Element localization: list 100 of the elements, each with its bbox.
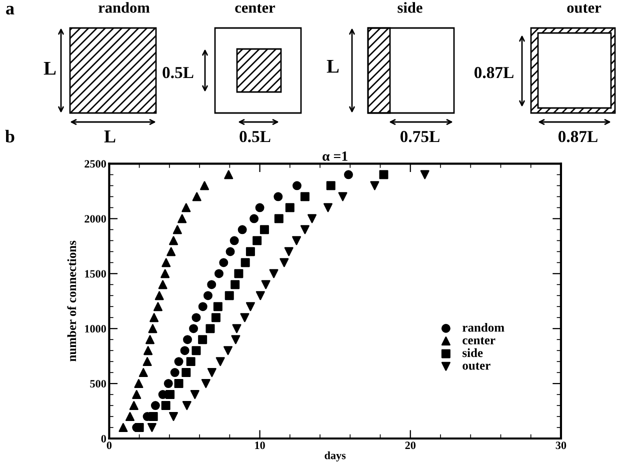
point xyxy=(161,401,170,410)
point xyxy=(182,401,192,410)
point xyxy=(164,379,173,388)
text: L xyxy=(326,60,339,73)
point xyxy=(154,291,164,300)
point xyxy=(186,357,196,366)
x-tick-label: 20 xyxy=(405,442,416,450)
point xyxy=(166,390,175,400)
point xyxy=(256,291,265,300)
point xyxy=(224,291,234,300)
text: 0.87L xyxy=(558,130,598,142)
text: b xyxy=(5,130,14,143)
point xyxy=(147,423,156,432)
point xyxy=(169,236,178,246)
point xyxy=(192,346,201,356)
point xyxy=(198,335,208,344)
point xyxy=(280,258,289,268)
legend-label: random xyxy=(462,322,504,332)
point xyxy=(203,291,212,300)
point xyxy=(178,214,187,224)
point xyxy=(180,346,190,356)
point xyxy=(172,225,182,234)
point xyxy=(207,368,216,378)
point xyxy=(338,192,348,202)
point xyxy=(240,313,250,322)
x-tick-label: 30 xyxy=(556,442,566,450)
point xyxy=(232,324,242,334)
text: outer xyxy=(567,4,602,13)
point xyxy=(274,214,284,224)
point xyxy=(260,225,269,234)
point xyxy=(238,225,247,234)
point xyxy=(324,203,333,212)
point xyxy=(192,192,202,202)
point xyxy=(370,181,380,190)
point xyxy=(158,280,168,290)
point xyxy=(344,170,353,180)
point xyxy=(326,181,336,190)
text: random xyxy=(98,2,150,13)
point xyxy=(207,280,216,290)
point xyxy=(153,302,162,312)
y-tick-label: 2500 xyxy=(84,160,106,168)
point xyxy=(269,269,278,278)
point xyxy=(224,170,234,180)
legend-label: outer xyxy=(462,362,490,370)
point xyxy=(216,357,225,366)
x-axis-title: days xyxy=(324,451,346,462)
point xyxy=(206,324,215,334)
text: 0.75L xyxy=(400,130,440,142)
point xyxy=(166,247,176,256)
point xyxy=(379,170,388,180)
point xyxy=(189,324,198,334)
point xyxy=(150,401,160,410)
point xyxy=(261,280,270,290)
point xyxy=(292,236,302,246)
point xyxy=(300,192,310,202)
y-tick-label: 2000 xyxy=(84,215,106,223)
text: 0.87L xyxy=(474,66,514,78)
point xyxy=(132,390,142,400)
point xyxy=(246,302,255,312)
point xyxy=(213,302,222,312)
point xyxy=(182,368,191,378)
point xyxy=(201,379,210,388)
point xyxy=(231,335,240,344)
point xyxy=(138,368,148,378)
point xyxy=(129,401,138,410)
point xyxy=(224,346,233,356)
point xyxy=(219,258,228,268)
point xyxy=(234,269,244,278)
text: a xyxy=(6,6,14,15)
point xyxy=(246,247,255,256)
point xyxy=(182,203,191,212)
point xyxy=(162,258,171,268)
x-tick-label: 0 xyxy=(106,442,112,450)
text: 0.5L xyxy=(240,130,270,142)
point xyxy=(144,346,153,356)
point xyxy=(292,181,302,190)
point xyxy=(255,203,264,212)
point xyxy=(198,302,208,312)
point xyxy=(274,192,283,202)
text: L xyxy=(104,130,116,142)
y-tick-label: 1500 xyxy=(85,270,106,278)
text: center xyxy=(235,4,276,13)
text: 0.5L xyxy=(162,66,194,78)
point xyxy=(134,379,144,388)
text: L xyxy=(44,62,56,75)
point xyxy=(169,412,178,422)
point xyxy=(174,357,184,366)
point xyxy=(240,258,250,268)
point xyxy=(200,181,210,190)
point xyxy=(183,335,192,344)
point xyxy=(308,214,317,224)
point xyxy=(252,236,262,246)
y-tick-label: 500 xyxy=(90,380,106,388)
point xyxy=(170,368,180,378)
point xyxy=(148,324,158,334)
y-axis-title: number of connections xyxy=(67,240,76,362)
point xyxy=(300,225,310,234)
point xyxy=(211,313,220,322)
point xyxy=(192,313,201,322)
point xyxy=(125,412,134,422)
